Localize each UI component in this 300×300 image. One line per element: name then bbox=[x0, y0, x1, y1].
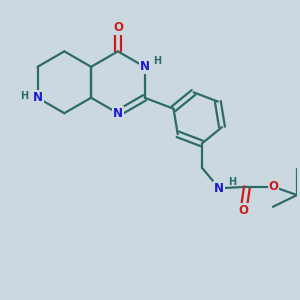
Text: H: H bbox=[21, 91, 29, 101]
Text: N: N bbox=[113, 107, 123, 120]
Text: N: N bbox=[140, 60, 150, 73]
Text: H: H bbox=[154, 56, 162, 66]
Text: H: H bbox=[228, 177, 236, 188]
Text: O: O bbox=[113, 21, 123, 34]
Text: O: O bbox=[268, 180, 278, 193]
Text: O: O bbox=[238, 204, 248, 218]
Text: N: N bbox=[33, 91, 43, 104]
Text: N: N bbox=[214, 182, 224, 195]
